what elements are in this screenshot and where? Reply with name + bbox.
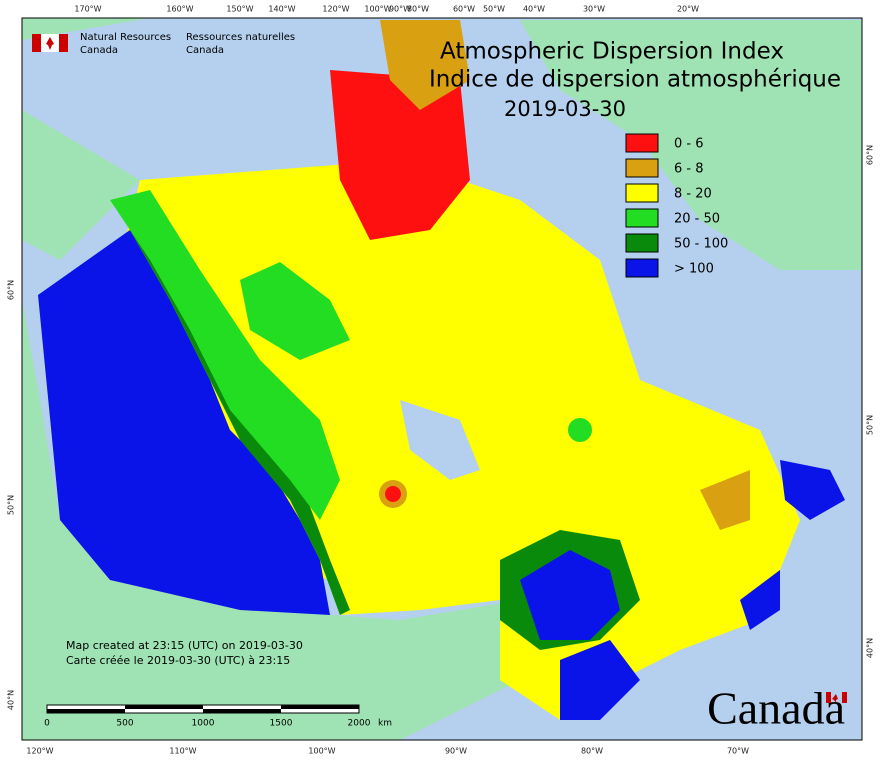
longitude-label: 70°W [727,747,749,756]
scale-bar: 0 500 1000 1500 2000 km [44,704,392,729]
agency-name: Canada [80,45,118,56]
region-green-north [240,262,350,360]
region-blue-south [560,640,640,720]
longitude-label: 80°W [407,5,429,14]
legend-label: 6 - 8 [674,162,704,177]
scale-label: 2000 [348,719,371,729]
longitude-label: 120°W [26,747,53,756]
longitude-label: 100°W [308,747,335,756]
scale-unit: km [378,719,392,729]
flag-bar [32,34,41,52]
agency-name: Ressources naturelles [186,32,295,43]
date: 2019-03-30 [504,97,626,121]
latitude-label: 60°N [866,145,875,165]
title: Indice de dispersion atmosphérique [429,67,841,93]
note: Map created at 23:15 (UTC) on 2019-03-30 [66,639,303,652]
region-blue-atlantic [740,460,845,630]
longitude-label: 40°W [523,5,545,14]
legend-label: > 100 [674,262,714,277]
foreign-land [22,18,720,740]
greenland [520,20,862,270]
longitude-label: 20°W [677,5,699,14]
map-frame [21,17,863,741]
scale-label: 0 [44,719,50,729]
note: Carte créée le 2019-03-30 (UTC) à 23:15 [66,654,290,667]
legend-swatch [625,158,659,178]
longitude-label: 120°W [322,5,349,14]
graticule-labels: 170°W 160°W 150°W 140°W 120°W 100°W90°W80°W 60… [7,5,875,756]
agency-name: Natural Resources [80,32,171,43]
legend-swatch [625,208,659,228]
agency-name: Canada [186,45,224,56]
region-red-arctic [330,70,470,240]
legend-swatch [625,183,659,203]
scale-segment [47,709,125,713]
legend-label: 0 - 6 [674,137,704,152]
spot-green [568,418,592,442]
flag-leaf [46,37,54,50]
scale-label: 1500 [270,719,293,729]
hudson-bay [400,400,480,480]
longitude-label: 170°W [74,5,101,14]
map-body [22,18,862,740]
wordmark: Canada [707,683,845,734]
region-darkgreen-west [130,230,350,615]
latitude-label: 50°N [866,415,875,435]
longitude-label: 50°W [483,5,505,14]
longitude-label: 140°W [268,5,295,14]
longitude-label: 110°W [169,747,196,756]
legend-swatch [625,258,659,278]
longitude-label: 150°W [226,5,253,14]
legend-label: 8 - 20 [674,187,712,202]
flag-bar [842,692,847,703]
scale-segment [125,705,203,709]
region-orange [380,20,750,530]
region-blue-west [38,230,330,615]
latitude-label: 40°N [866,638,875,658]
title: Atmospheric Dispersion Index [440,39,784,65]
alaska [22,110,140,260]
latitude-label: 50°N [7,495,16,515]
longitude-label: 80°W [581,747,603,756]
flag-bar [59,34,68,52]
agency-logo: Natural Resources Canada Ressources natu… [32,32,295,56]
latitude-label: 40°N [7,690,16,710]
legend: 0 - 6 6 - 8 8 - 20 20 - 50 50 - 100 > 100 [625,133,728,278]
latitude-label: 60°N [7,280,16,300]
longitude-label: 160°W [166,5,193,14]
longitude-label: 30°W [583,5,605,14]
scale-label: 500 [116,719,133,729]
wordmark-flag [826,692,847,703]
spot-red [385,486,401,502]
legend-label: 50 - 100 [674,237,728,252]
longitude-label: 90°W [445,747,467,756]
scale-segment [203,709,281,713]
longitude-label: 60°W [453,5,475,14]
region-green-west [110,190,340,520]
flag-bar [826,692,831,703]
longitude-label: 90°W [389,5,411,14]
scale-label: 1000 [192,719,215,729]
legend-label: 20 - 50 [674,212,720,227]
legend-swatch [625,133,659,153]
legend-swatch [625,233,659,253]
scale-segment [281,705,359,709]
flag-leaf [832,694,838,703]
region-blue-east [520,550,620,640]
longitude-label: 100°W [364,5,391,14]
